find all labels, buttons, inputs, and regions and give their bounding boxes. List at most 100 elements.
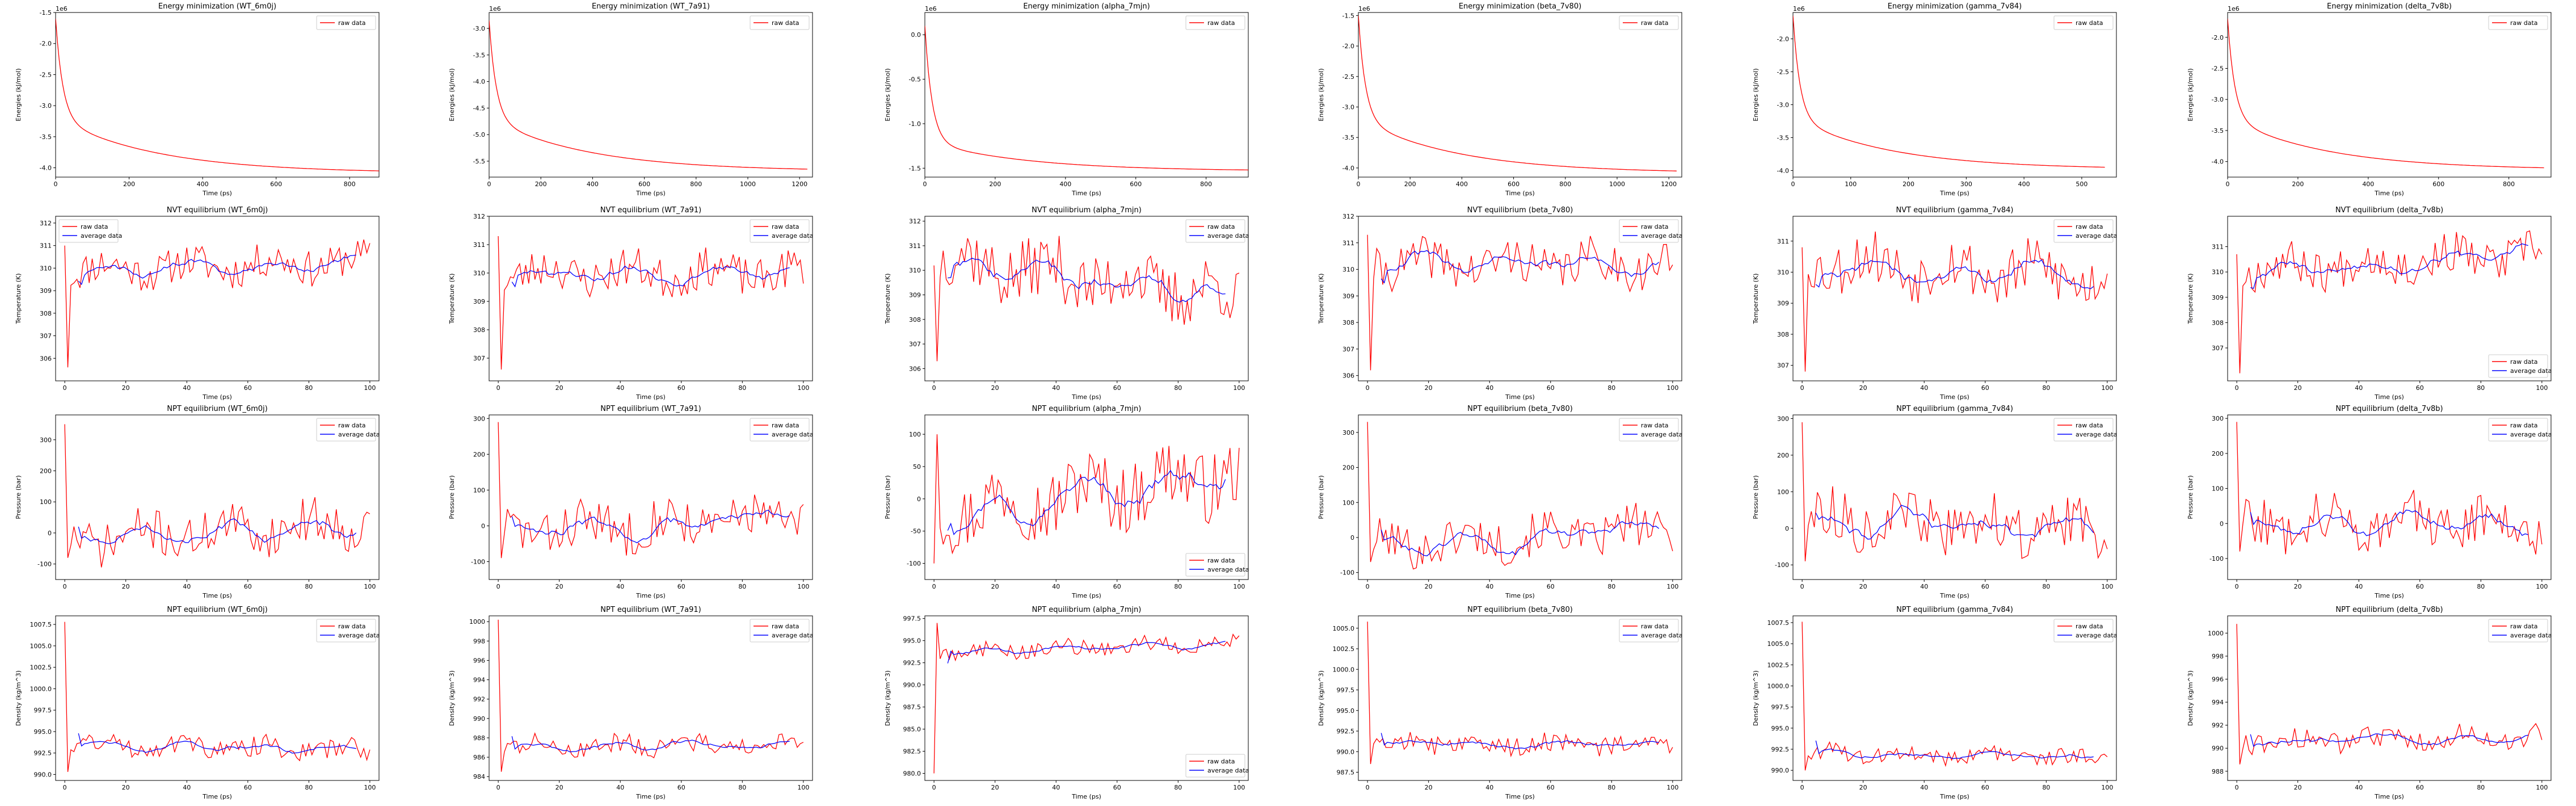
x-tick-label: 60 [244,384,252,392]
x-tick-label: 0 [1366,784,1370,791]
x-tick-label: 20 [991,784,999,791]
y-tick-label: 0.0 [911,31,921,39]
y-tick-label: 1002.5 [30,664,52,671]
x-tick-label: 60 [1547,784,1555,791]
y-tick-label: 998 [2212,653,2224,660]
x-axis-label: Time (ps) [1071,793,1101,800]
x-tick-label: 800 [2503,180,2515,188]
y-tick-label: 980.0 [903,770,921,778]
y-tick-label: 307 [1342,346,1354,353]
x-tick-label: 100 [2101,784,2113,791]
x-tick-label: 1200 [792,180,807,188]
legend-label: raw data [772,422,799,429]
legend-box [2053,219,2114,243]
x-axis-label: Time (ps) [2374,793,2404,800]
x-axis-label: Time (ps) [202,393,232,401]
y-axis-label: Density (kg/m^3) [448,670,456,726]
x-tick-label: 40 [1485,784,1493,791]
chart-panel: Energy minimization (WT_6m0j) 0 200 400 600 8… [15,2,380,197]
y-tick-label: 992.5 [1337,728,1355,735]
y-tick-label: 0 [1350,534,1354,541]
y-tick-label: 992.5 [903,660,921,667]
y-tick-label: 982.5 [903,748,921,755]
y-tick-label: -3.5 [40,133,52,141]
x-tick-label: 60 [1547,583,1555,590]
y-tick-label: 1000.0 [1767,682,1790,690]
x-tick-label: 100 [1233,384,1245,392]
series-line [498,619,804,772]
legend: raw data [2488,15,2548,30]
x-tick-label: 200 [535,180,547,188]
legend-label: raw data [2510,422,2538,429]
x-tick-label: 80 [2042,784,2050,791]
x-tick-label: 0 [1357,180,1361,188]
x-tick-label: 800 [344,180,356,188]
legend-label: average data [2076,431,2117,438]
y-tick-label: 312 [909,218,921,225]
series-line [1793,15,2105,168]
y-tick-label: 200 [1342,464,1354,472]
legend: raw data average data [58,219,122,243]
y-tick-label: 997.5 [34,707,52,714]
series-line [947,641,1226,664]
legend: raw data [1185,15,1245,30]
y-axis-label: Density (kg/m^3) [884,670,891,726]
y-tick-label: 990.0 [1337,748,1355,755]
y-tick-label: 100 [473,486,485,494]
y-tick-label: 988 [2212,768,2224,775]
x-tick-label: 100 [1666,784,1678,791]
y-tick-label: 311 [40,242,52,250]
y-tick-label: 0 [1785,525,1789,532]
x-tick-label: 20 [2294,784,2302,791]
y-axis-label: Pressure (bar) [15,475,22,519]
legend-box [750,15,810,30]
y-tick-label: 994 [2212,699,2224,706]
x-tick-label: 800 [1200,180,1212,188]
x-tick-label: 100 [797,384,809,392]
x-tick-label: 0 [63,583,67,590]
legend-label: raw data [2510,623,2538,630]
y-tick-label: 990.0 [34,771,52,778]
y-tick-label: 995.0 [903,637,921,645]
series-line [511,265,790,288]
legend-label: raw data [2076,223,2103,230]
y-tick-label: 995.0 [1337,707,1355,715]
chart-title: Energy minimization (alpha_7mjn) [1023,2,1150,11]
series-line [64,622,371,772]
x-axis-label: Time (ps) [635,793,666,800]
chart-title: NPT equilibrium (alpha_7mjn) [1032,405,1142,413]
series-line [2236,624,2543,765]
y-axis-label: Energies (kJ/mol) [1752,68,1760,121]
chart-panel: NPT equilibrium (beta_7v80) 0 20 40 60 80 100 9… [1318,606,1682,800]
legend: raw data average data [2053,619,2117,643]
axes-frame [1358,414,1682,580]
y-axis-label: Pressure (bar) [2187,475,2194,519]
x-tick-label: 40 [1052,583,1060,590]
chart-title: Energy minimization (gamma_7v84) [1888,2,2022,11]
legend-label: average data [772,232,813,240]
x-tick-label: 0 [1800,384,1804,392]
legend-label: raw data [1641,19,1669,27]
axes-frame [489,216,813,381]
x-tick-label: 200 [123,180,135,188]
y-tick-label: -2.5 [2212,65,2224,72]
chart-title: NPT equilibrium (beta_7v80) [1467,606,1573,614]
x-tick-label: 20 [1859,784,1867,791]
y-tick-label: 50 [913,463,921,471]
x-tick-label: 20 [1859,384,1867,392]
chart-panel: NVT equilibrium (gamma_7v84) 0 20 40 60 80 100… [1752,206,2117,401]
legend: raw data average data [750,418,813,442]
legend-label: average data [772,632,813,639]
y-tick-label: 990.0 [1771,767,1790,774]
x-tick-label: 80 [1174,784,1182,791]
y-tick-label: -4.5 [473,104,485,112]
x-tick-label: 80 [1174,384,1182,392]
x-tick-label: 0 [54,180,58,188]
axes-frame [55,12,380,178]
legend-label: raw data [2510,358,2538,366]
y-tick-label: 100 [1342,499,1354,506]
x-tick-label: 80 [1607,583,1615,590]
x-tick-label: 60 [677,784,685,791]
x-tick-label: 20 [1425,784,1433,791]
y-tick-label: 990 [473,715,485,723]
